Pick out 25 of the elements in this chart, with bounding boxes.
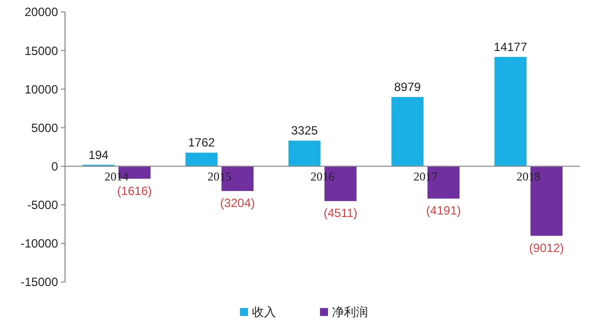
data-label: 8979 <box>394 80 422 94</box>
data-label: 3325 <box>291 124 318 138</box>
data-label: 194 <box>88 148 109 162</box>
legend-label: 收入 <box>252 305 276 320</box>
bar <box>494 56 526 166</box>
y-tick-label: -15000 <box>20 275 58 290</box>
data-label: (3204) <box>220 196 255 210</box>
y-tick-label: -10000 <box>20 236 58 251</box>
data-label: (4191) <box>426 204 461 218</box>
y-tick-label: 15000 <box>24 44 58 58</box>
x-tick-label: 2014 <box>104 169 128 184</box>
y-tick-label: -5000 <box>27 198 58 212</box>
bar <box>185 152 218 166</box>
bar <box>391 97 424 166</box>
y-tick-label: 10000 <box>24 82 58 96</box>
y-tick-label: 0 <box>51 159 58 174</box>
data-label: (9012) <box>529 240 564 255</box>
y-tick-label: 20000 <box>24 5 58 20</box>
legend-label: 净利润 <box>332 305 368 320</box>
data-label: 14177 <box>494 40 528 54</box>
bar <box>288 140 320 166</box>
data-label: (4511) <box>324 206 358 220</box>
y-tick-label: 5000 <box>31 120 58 135</box>
data-label: (1616) <box>117 184 152 198</box>
data-label: 1762 <box>188 136 216 150</box>
